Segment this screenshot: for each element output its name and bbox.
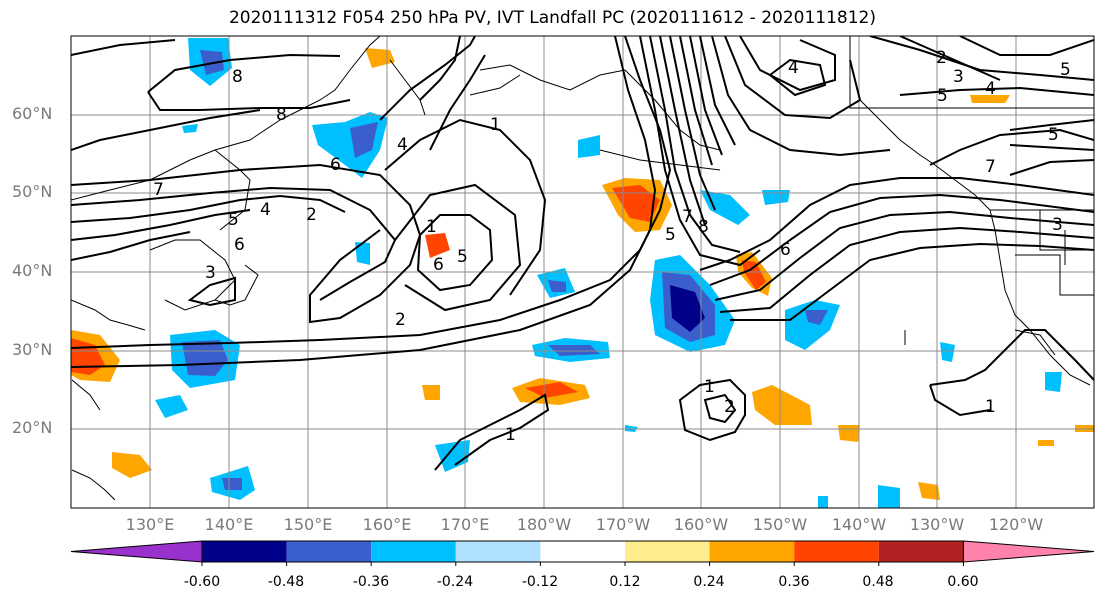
lon-label: 170°W — [595, 515, 651, 534]
contour-label: 3 — [205, 263, 216, 283]
contour-label: 1 — [490, 115, 501, 135]
contour-label: 4 — [985, 79, 996, 99]
contour-label: 3 — [953, 67, 964, 87]
contour-label: 5 — [228, 210, 239, 230]
gridlines — [71, 36, 1094, 508]
pv-shading — [71, 38, 1094, 508]
colorbar-segment — [455, 541, 541, 562]
colorbar-tick-label: 0.12 — [609, 574, 641, 590]
contour-label: 6 — [780, 240, 791, 260]
colorbar-tick-label: -0.48 — [267, 574, 305, 590]
lon-label: 170°E — [440, 515, 490, 534]
contour-label: 2 — [936, 48, 947, 68]
contour-label: 4 — [397, 135, 408, 155]
contour-label: 5 — [1060, 60, 1071, 80]
lon-label: 160°E — [362, 515, 412, 534]
colorbar-segment — [371, 541, 456, 562]
colorbar-segment — [202, 541, 287, 562]
contour-labels: 8 8 6 7 5 4 2 6 3 2 1 6 5 1 4 8 7 5 6 4 … — [153, 48, 1071, 445]
lon-label: 140°W — [831, 515, 887, 534]
contour-label: 6 — [234, 235, 245, 255]
contour-label: 2 — [724, 397, 735, 417]
lat-label: 50°N — [12, 182, 53, 201]
lon-label: 130°E — [125, 515, 175, 534]
lon-label: 120°W — [988, 515, 1044, 534]
contour-label: 8 — [276, 105, 287, 125]
colorbar-segment — [794, 541, 879, 562]
contour-label: 5 — [457, 247, 468, 267]
lat-label: 60°N — [12, 104, 53, 123]
contour-label: 5 — [665, 225, 676, 245]
colorbar-extend-high — [962, 540, 1095, 563]
colorbar-tick-label: -0.12 — [521, 574, 559, 590]
contour-label: 3 — [1052, 215, 1063, 235]
colorbar-tick-label: 0.24 — [693, 574, 725, 590]
colorbar-ticks — [201, 562, 964, 566]
contour-label: 5 — [1048, 125, 1059, 145]
pv-contours — [71, 36, 1094, 471]
colorbar-tick-label: 0.60 — [947, 574, 979, 590]
contour-label: 7 — [682, 207, 693, 227]
colorbar-tick-label: -0.36 — [352, 574, 390, 590]
colorbar-segment — [878, 541, 964, 562]
lon-label: 150°E — [283, 515, 333, 534]
lat-label: 20°N — [12, 418, 53, 437]
lon-label: 150°W — [752, 515, 808, 534]
lat-label: 30°N — [12, 340, 53, 359]
contour-label: 4 — [788, 58, 799, 78]
contour-label: 7 — [153, 180, 164, 200]
chart-title: 2020111312 F054 250 hPa PV, IVT Landfall… — [228, 8, 876, 28]
contour-label: 1 — [704, 377, 715, 397]
contour-label: 1 — [505, 425, 516, 445]
contour-label: 2 — [395, 310, 406, 330]
contour-label: 1 — [985, 397, 996, 417]
contour-label: 8 — [698, 217, 709, 237]
contour-label: 8 — [232, 67, 243, 87]
contour-label: 4 — [260, 200, 271, 220]
contour-label: 2 — [306, 205, 317, 225]
colorbar-segment — [286, 541, 372, 562]
contour-label: 7 — [985, 157, 996, 177]
colorbar-tick-label: -0.24 — [436, 574, 474, 590]
contour-label: 1 — [426, 217, 437, 237]
lon-label: 160°W — [673, 515, 729, 534]
colorbar-segment — [540, 541, 625, 562]
colorbar-tick-label: -0.60 — [183, 574, 221, 590]
colorbar-outline — [201, 540, 964, 563]
colorbar-segments — [70, 540, 1095, 563]
lon-label: 130°W — [909, 515, 965, 534]
colorbar-tick-label: 0.36 — [778, 574, 810, 590]
plot-frame — [70, 35, 1095, 509]
colorbar-tick-label: 0.48 — [862, 574, 894, 590]
lat-label: 40°N — [12, 261, 53, 280]
lon-label: 180°W — [516, 515, 572, 534]
contour-label: 6 — [433, 255, 444, 275]
colorbar-segment — [625, 541, 710, 562]
lon-label: 140°E — [204, 515, 254, 534]
contour-label: 5 — [937, 86, 948, 106]
colorbar-segment — [709, 541, 795, 562]
contour-label: 6 — [330, 155, 341, 175]
colorbar-extend-low — [70, 540, 203, 563]
